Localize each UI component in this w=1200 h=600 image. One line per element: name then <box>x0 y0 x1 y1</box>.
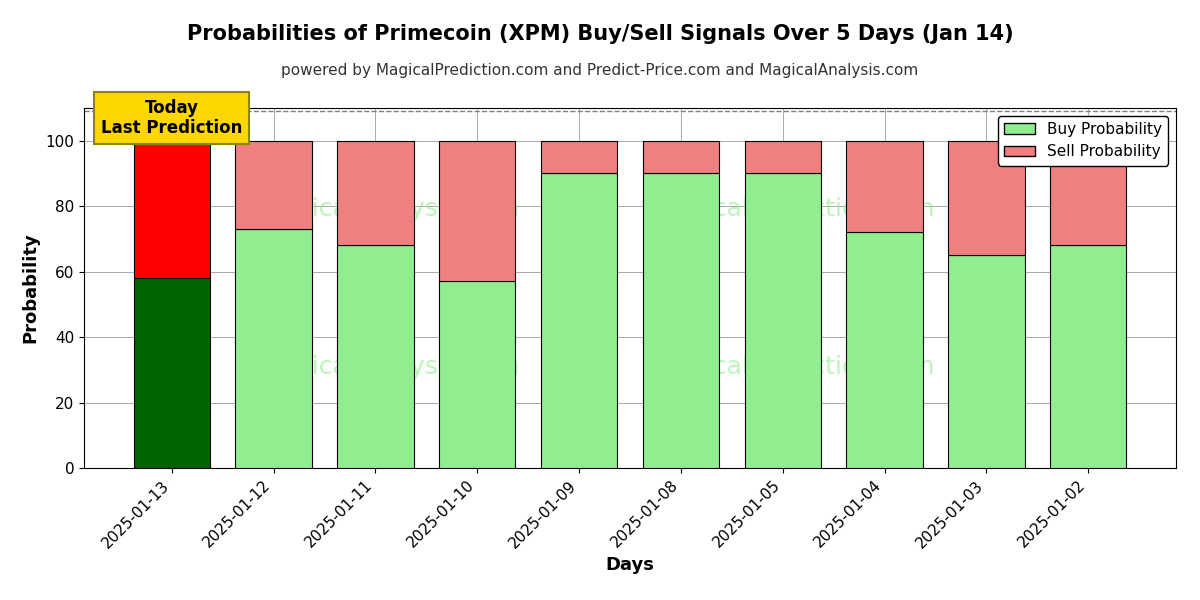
Text: powered by MagicalPrediction.com and Predict-Price.com and MagicalAnalysis.com: powered by MagicalPrediction.com and Pre… <box>281 63 919 78</box>
Bar <box>133 278 210 468</box>
Bar <box>439 141 516 281</box>
Bar <box>541 141 617 173</box>
Bar <box>235 141 312 229</box>
Text: MagicalPrediction.com: MagicalPrediction.com <box>653 197 935 221</box>
Text: MagicalAnalysis.com: MagicalAnalysis.com <box>259 355 520 379</box>
Bar <box>948 255 1025 468</box>
Bar <box>541 173 617 468</box>
Text: MagicalPrediction.com: MagicalPrediction.com <box>653 355 935 379</box>
Bar <box>235 229 312 468</box>
Bar <box>643 173 719 468</box>
Bar <box>643 141 719 173</box>
Bar <box>744 141 821 173</box>
Bar <box>133 141 210 278</box>
Text: Probabilities of Primecoin (XPM) Buy/Sell Signals Over 5 Days (Jan 14): Probabilities of Primecoin (XPM) Buy/Sel… <box>187 24 1013 44</box>
Bar <box>846 141 923 232</box>
Bar <box>948 141 1025 255</box>
Bar <box>337 245 414 468</box>
X-axis label: Days: Days <box>606 556 654 574</box>
Bar <box>1050 245 1127 468</box>
Bar <box>337 141 414 245</box>
Text: MagicalAnalysis.com: MagicalAnalysis.com <box>259 197 520 221</box>
Bar <box>1050 141 1127 245</box>
Bar <box>744 173 821 468</box>
Text: Today
Last Prediction: Today Last Prediction <box>101 98 242 137</box>
Legend: Buy Probability, Sell Probability: Buy Probability, Sell Probability <box>998 116 1169 166</box>
Y-axis label: Probability: Probability <box>22 233 40 343</box>
Bar <box>439 281 516 468</box>
Bar <box>846 232 923 468</box>
